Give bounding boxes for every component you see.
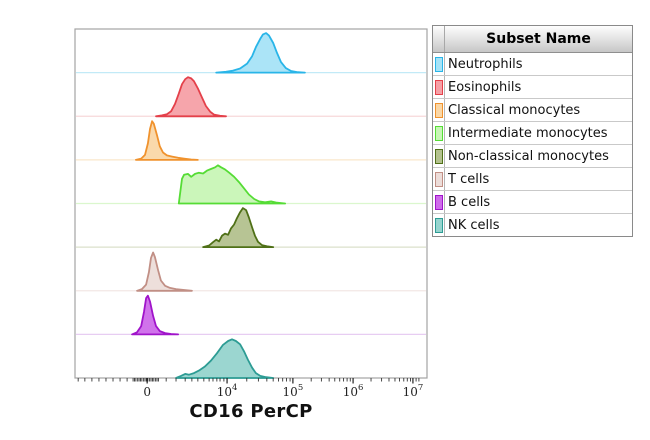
legend-row-neutrophils[interactable]: Neutrophils: [433, 53, 632, 75]
histogram-b-cells: [131, 294, 179, 336]
x-axis-tick-label: 0: [143, 385, 151, 399]
color-swatch-icon: [434, 56, 443, 72]
legend-swatch-cell: [433, 76, 445, 98]
histogram-classical-monocytes: [135, 120, 199, 161]
legend-row-label: Non-classical monocytes: [448, 148, 609, 164]
legend-row-nk-cells[interactable]: NK cells: [433, 213, 632, 236]
legend-swatch-cell: [433, 168, 445, 190]
legend-row-classical-monocytes[interactable]: Classical monocytes: [433, 98, 632, 121]
x-axis-tick-label: 104: [217, 383, 238, 399]
color-swatch-icon: [434, 102, 443, 118]
legend-swatch-cell: [433, 145, 445, 167]
histogram-neutrophils: [215, 32, 306, 74]
legend-row-t-cells[interactable]: T cells: [433, 167, 632, 190]
histogram-eosinophils: [155, 76, 227, 118]
legend-row-label: B cells: [448, 194, 491, 210]
x-axis-tick-label: 106: [343, 383, 364, 399]
color-swatch-icon: [434, 79, 443, 95]
x-axis-title: CD16 PerCP: [189, 401, 313, 422]
legend-row-label: Neutrophils: [448, 56, 523, 72]
color-swatch-icon: [434, 125, 443, 141]
x-axis-tick-label: 105: [283, 383, 304, 399]
histogram-nk-cells: [175, 338, 275, 379]
legend-header-title: Subset Name: [486, 31, 591, 47]
legend-row-label: Intermediate monocytes: [448, 125, 608, 141]
histogram-t-cells: [136, 251, 193, 292]
legend-table: Subset Name Neutrophils Eosinophils Classi…: [432, 25, 633, 237]
legend-row-label: NK cells: [448, 217, 500, 233]
color-swatch-icon: [434, 217, 443, 233]
legend-swatch-cell: [433, 191, 445, 213]
x-axis-tick-label: 107: [403, 383, 424, 399]
legend-row-label: Eosinophils: [448, 79, 522, 95]
color-swatch-icon: [434, 148, 443, 164]
color-swatch-icon: [434, 171, 443, 187]
legend-row-label: Classical monocytes: [448, 102, 581, 118]
legend-row-b-cells[interactable]: B cells: [433, 190, 632, 213]
legend-row-intermediate-monocytes[interactable]: Intermediate monocytes: [433, 121, 632, 144]
legend-header-swatch-column: [433, 26, 445, 52]
histogram-non-classical-monocytes: [202, 207, 275, 248]
legend-row-eosinophils[interactable]: Eosinophils: [433, 75, 632, 98]
legend-row-non-classical-monocytes[interactable]: Non-classical monocytes: [433, 144, 632, 167]
legend-swatch-cell: [433, 99, 445, 121]
legend-swatch-cell: [433, 214, 445, 236]
legend-swatch-cell: [433, 122, 445, 144]
legend-header-row: Subset Name: [433, 26, 632, 53]
legend-row-label: T cells: [448, 171, 490, 187]
histogram-intermediate-monocytes: [177, 164, 286, 205]
color-swatch-icon: [434, 194, 443, 210]
legend-swatch-cell: [433, 53, 445, 75]
legend-body: Neutrophils Eosinophils Classical monocyte…: [433, 53, 632, 236]
